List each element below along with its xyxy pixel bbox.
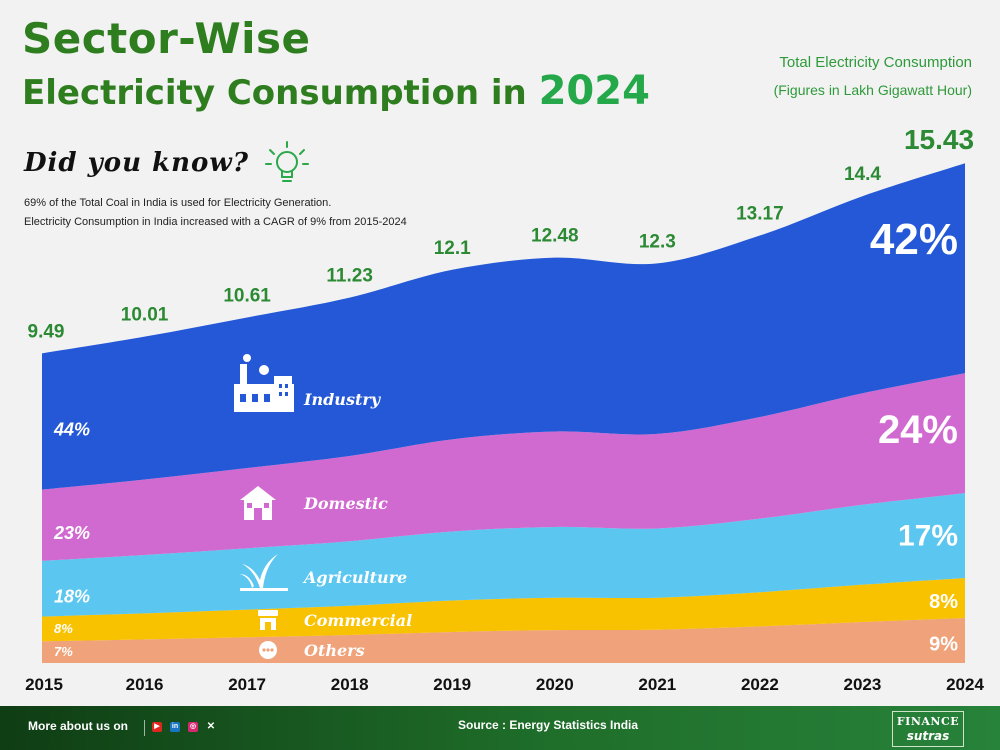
more-about-us-text: More about us on bbox=[28, 719, 128, 733]
plant-icon bbox=[240, 554, 288, 591]
x-tick-label: 2024 bbox=[946, 675, 984, 694]
fact-coal: 69% of the Total Coal in India is used f… bbox=[24, 197, 332, 209]
series-label-industry: Industry bbox=[303, 390, 382, 409]
x-tick-label: 2017 bbox=[228, 675, 266, 694]
fact-cagr: Electricity Consumption in India increas… bbox=[24, 216, 407, 228]
total-label: 12.1 bbox=[434, 238, 471, 259]
x-tick-label: 2018 bbox=[331, 675, 369, 694]
x-tick-label: 2019 bbox=[433, 675, 471, 694]
share-2015-agriculture: 18% bbox=[54, 587, 90, 607]
logo-bottom-text: sutras bbox=[906, 729, 950, 743]
youtube-icon[interactable]: ▶ bbox=[152, 722, 162, 732]
linkedin-icon[interactable]: in bbox=[170, 722, 180, 732]
total-label: 12.3 bbox=[639, 231, 676, 252]
unit-caption: Total Electricity Consumption bbox=[779, 54, 972, 71]
share-2015-commercial: 8% bbox=[54, 621, 73, 636]
x-icon[interactable]: ✕ bbox=[206, 721, 216, 732]
total-label: 10.61 bbox=[223, 285, 271, 306]
area-domestic bbox=[42, 373, 965, 561]
x-tick-label: 2015 bbox=[25, 675, 63, 694]
total-label: 13.17 bbox=[736, 204, 784, 225]
total-label: 9.49 bbox=[28, 321, 65, 342]
others-dots-icon bbox=[259, 641, 277, 659]
total-label: 14.4 bbox=[844, 164, 881, 185]
x-tick-label: 2020 bbox=[536, 675, 574, 694]
instagram-icon[interactable]: ◎ bbox=[188, 722, 198, 732]
total-label: 11.23 bbox=[326, 266, 373, 287]
total-label: 15.43 bbox=[904, 124, 974, 155]
series-label-domestic: Domestic bbox=[303, 494, 388, 513]
x-tick-label: 2023 bbox=[844, 675, 882, 694]
share-2024-industry: 42% bbox=[870, 215, 958, 264]
factory-icon bbox=[234, 354, 294, 412]
series-label-commercial: Commercial bbox=[304, 611, 412, 630]
lightbulb-icon bbox=[265, 141, 309, 182]
x-tick-label: 2022 bbox=[741, 675, 779, 694]
shop-icon bbox=[258, 610, 278, 630]
title-line1: Sector-Wise bbox=[22, 14, 311, 63]
share-2024-others: 9% bbox=[929, 634, 958, 656]
did-you-know-heading: Did you know? bbox=[24, 148, 249, 178]
stacked-area-chart: 2015 2016 2017 2018 2019 2020 2021 2022 2023 2024… bbox=[25, 124, 984, 694]
share-2024-agriculture: 17% bbox=[898, 520, 958, 553]
unit-subcaption: (Figures in Lakh Gigawatt Hour) bbox=[773, 82, 972, 98]
house-icon bbox=[240, 486, 276, 520]
total-label: 12.48 bbox=[531, 226, 579, 247]
x-tick-label: 2016 bbox=[126, 675, 164, 694]
logo-top-text: FINANCE bbox=[896, 715, 960, 728]
finance-sutras-logo: FINANCE sutras bbox=[892, 711, 964, 747]
area-agriculture bbox=[42, 493, 965, 617]
title-year: 2024 bbox=[538, 68, 650, 114]
share-2015-industry: 44% bbox=[53, 419, 90, 439]
footer-divider bbox=[144, 720, 145, 736]
share-2015-domestic: 23% bbox=[53, 523, 90, 543]
total-label: 10.01 bbox=[121, 305, 169, 326]
source-text: Source : Energy Statistics India bbox=[458, 718, 639, 732]
series-label-others: Others bbox=[304, 641, 365, 660]
series-label-agriculture: Agriculture bbox=[302, 568, 407, 587]
share-2015-others: 7% bbox=[54, 644, 73, 659]
share-2024-commercial: 8% bbox=[929, 591, 958, 613]
share-2024-domestic: 24% bbox=[878, 408, 958, 452]
footer-bar: More about us on ▶ in ◎ ✕ Source : Energ… bbox=[0, 706, 1000, 750]
title-text: Electricity Consumption in bbox=[22, 73, 527, 113]
title-line2: Electricity Consumption in 2024 bbox=[22, 68, 650, 114]
x-tick-label: 2021 bbox=[638, 675, 676, 694]
